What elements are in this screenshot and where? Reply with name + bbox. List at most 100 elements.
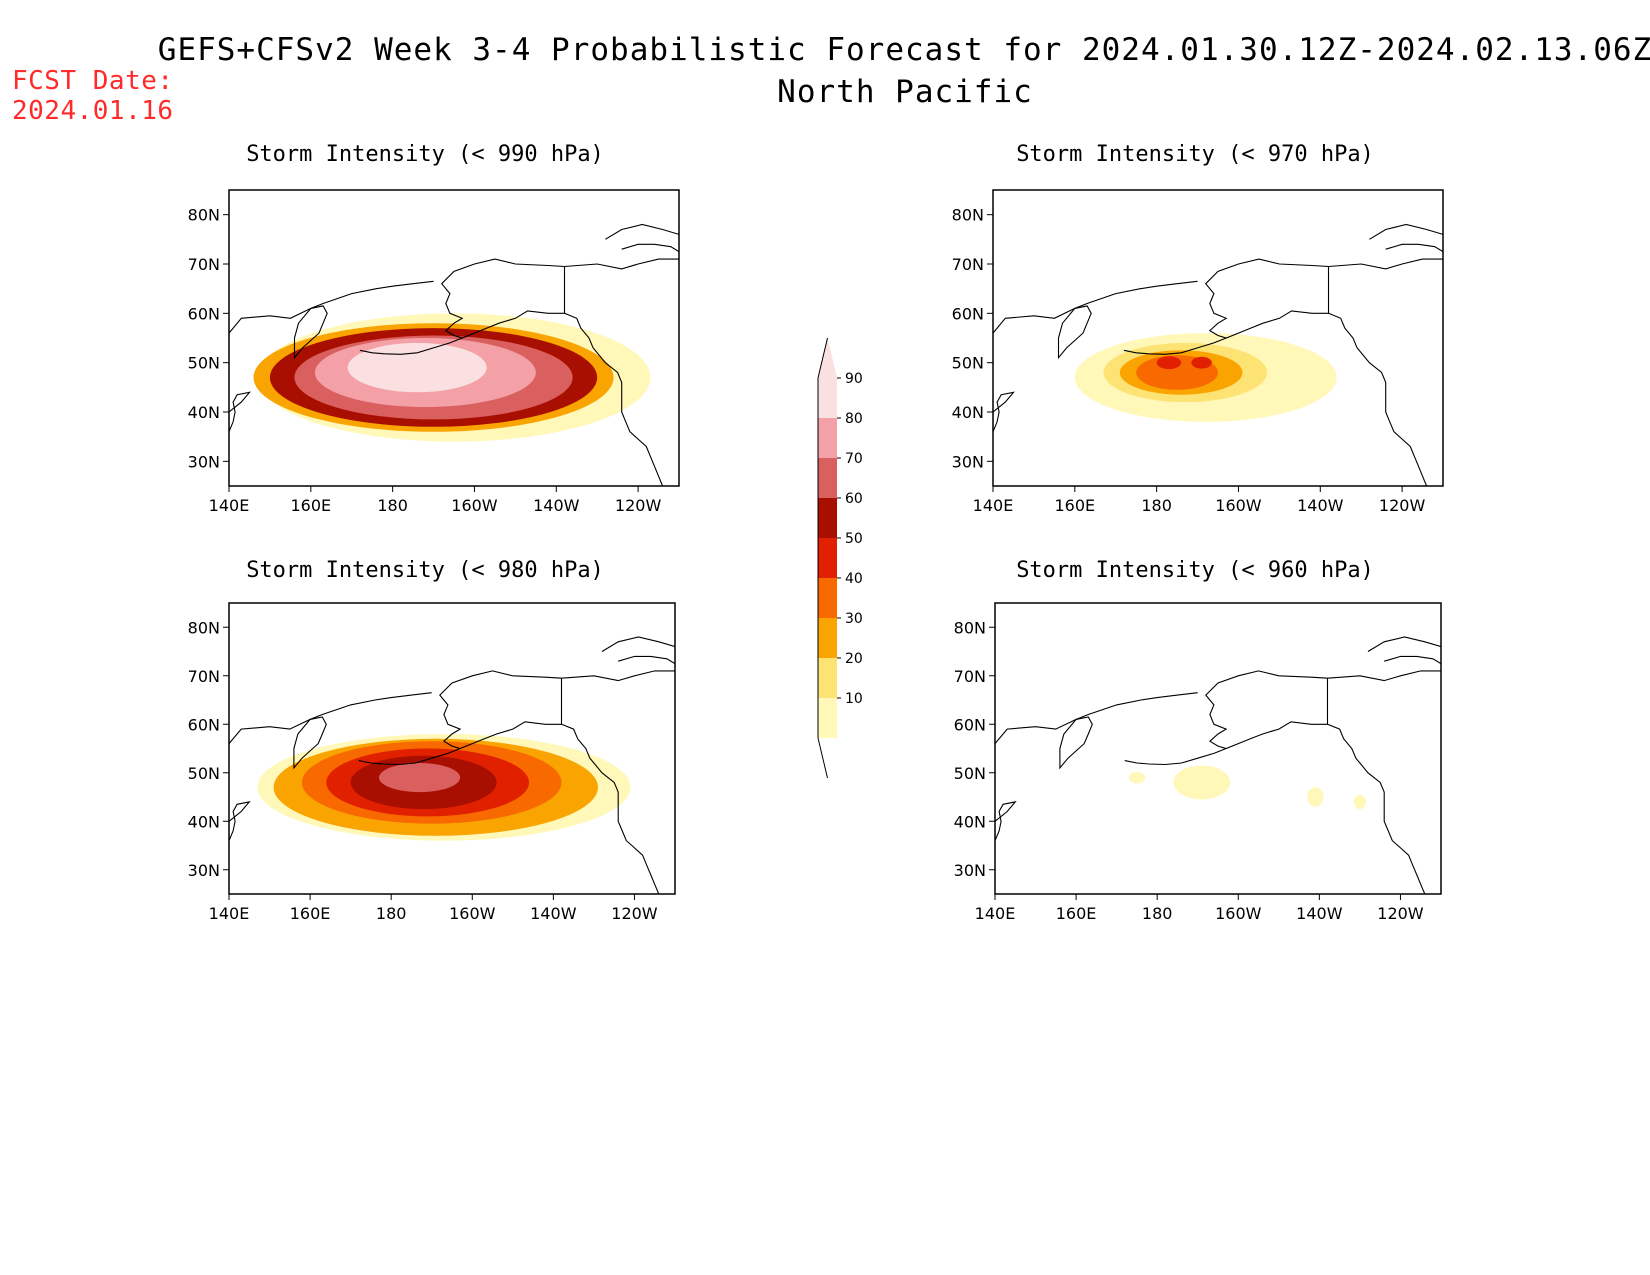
colorbar-segment [818,498,837,538]
map-panel-p980: 140E 160E 180 160W 140W 120W 80N 70N 60N 50N 40N 30… [188,602,676,923]
coastline [1328,312,1428,486]
x-tick-label: 180 [1141,496,1172,515]
x-tick-label: 160W [1215,904,1262,923]
coastline [293,305,328,360]
y-tick-label: 70N [188,255,220,274]
coastline [621,243,679,253]
coastline [1385,243,1443,253]
x-tick-label: 140W [530,904,577,923]
coastline [605,223,679,240]
coastline [993,391,1015,432]
map-frame [994,602,1442,895]
y-tick-label: 50N [188,354,220,373]
colorbar: 10 20 30 40 50 60 70 80 90 [817,337,863,779]
colorbar-label: 50 [845,531,863,547]
panel-title-980: Storm Intensity (< 980 hPa) [246,558,604,583]
coastline [601,636,675,652]
y-tick-label: 80N [188,206,220,225]
x-tick-label: 140W [1297,496,1344,515]
colorbar-label: 20 [845,651,863,667]
coastline [1327,670,1441,682]
x-tick-label: 140E [975,904,1016,923]
colorbar-segment [818,658,837,698]
panel-title-990: Storm Intensity (< 990 hPa) [246,142,604,167]
x-tick-label: 120W [611,904,658,923]
coastline [993,280,1198,334]
probability-contour-50 [1191,356,1212,369]
colorbar-label: 40 [845,571,863,587]
map-panel-p990: 140E 160E 180 160W 140W 120W 80N 70N 60N 50N 40N 30… [188,189,680,515]
colorbar-segment [818,378,837,418]
coastline [995,801,1017,841]
y-tick-label: 50N [188,764,220,783]
coastline [440,258,566,339]
x-tick-label: 140W [1296,904,1343,923]
y-tick-label: 80N [952,206,984,225]
colorbar-label: 30 [845,611,863,627]
colorbar-label: 60 [845,491,863,507]
y-tick-label: 80N [954,618,986,637]
map-panel-p960: 140E 160E 180 160W 140W 120W 80N 70N 60N 50N 40N 30… [954,602,1442,923]
coastline [561,723,660,894]
x-tick-label: 140E [209,904,250,923]
colorbar-segment [818,618,837,658]
coastline [1369,223,1443,240]
probability-contour-10 [1128,771,1146,784]
coastline [293,716,327,770]
y-tick-label: 30N [188,861,220,880]
x-tick-label: 120W [1377,904,1424,923]
x-tick-label: 180 [377,496,408,515]
x-tick-label: 160E [1054,496,1095,515]
coastline [229,280,434,334]
probability-contour-10 [1173,765,1231,800]
y-tick-label: 40N [952,403,984,422]
coastline [1204,258,1330,339]
colorbar-label: 70 [845,451,863,467]
colorbar-segment [818,578,837,618]
colorbar-label: 10 [845,691,863,707]
y-tick-label: 80N [188,618,220,637]
y-tick-label: 40N [188,403,220,422]
y-tick-label: 60N [952,304,984,323]
x-tick-label: 160E [290,904,331,923]
y-tick-label: 60N [954,715,986,734]
colorbar-cap-bottom [818,738,837,778]
coastline [229,692,432,744]
fcst-date-value: 2024.01.16 [12,96,174,126]
y-tick-label: 70N [188,667,220,686]
coastline [564,258,679,270]
x-tick-label: 140E [209,496,250,515]
x-tick-label: 160W [1215,496,1262,515]
y-tick-label: 70N [954,667,986,686]
probability-contour-10 [1353,794,1366,810]
coastline [358,747,461,766]
coastline [1367,636,1441,652]
y-tick-label: 60N [188,715,220,734]
x-tick-label: 120W [615,496,662,515]
colorbar-label: 80 [845,411,863,427]
coastline [229,801,251,841]
coastline [564,312,664,486]
y-tick-label: 50N [952,354,984,373]
coastline [1123,337,1227,355]
coastline [1057,305,1092,360]
panel-title-960: Storm Intensity (< 960 hPa) [1016,558,1374,583]
coastline [618,655,675,665]
fcst-date-label: FCST Date: [12,66,174,96]
colorbar-cap-top [818,338,837,378]
x-tick-label: 180 [376,904,407,923]
y-tick-label: 40N [954,812,986,831]
map-frame [228,602,676,895]
x-tick-label: 140E [973,496,1014,515]
coastline [1205,670,1329,750]
y-tick-label: 60N [188,304,220,323]
y-tick-label: 70N [952,255,984,274]
colorbar-label: 90 [845,371,863,387]
page-title: GEFS+CFSv2 Week 3-4 Probabilistic Foreca… [157,32,1650,68]
coastline [995,692,1198,744]
colorbar-segment [818,418,837,458]
y-tick-label: 40N [188,812,220,831]
map-frame [992,189,1444,487]
probability-contour-70 [379,763,461,793]
